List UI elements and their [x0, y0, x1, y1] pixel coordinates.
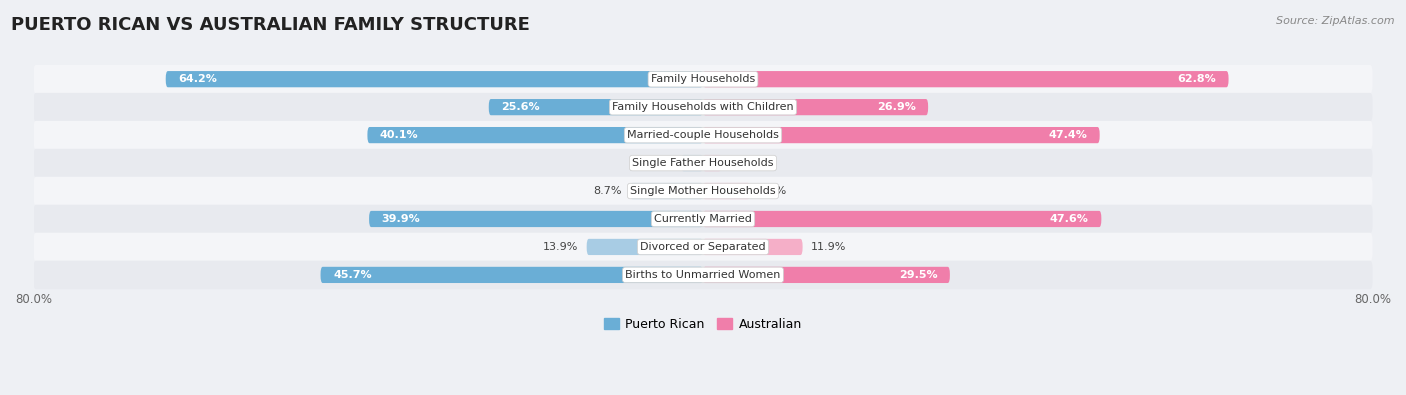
- Text: 8.7%: 8.7%: [593, 186, 621, 196]
- FancyBboxPatch shape: [703, 239, 803, 255]
- Legend: Puerto Rican, Australian: Puerto Rican, Australian: [599, 313, 807, 336]
- FancyBboxPatch shape: [34, 261, 1372, 289]
- Text: 2.6%: 2.6%: [644, 158, 673, 168]
- Text: 2.2%: 2.2%: [730, 158, 758, 168]
- Text: Single Father Households: Single Father Households: [633, 158, 773, 168]
- Text: 29.5%: 29.5%: [898, 270, 938, 280]
- FancyBboxPatch shape: [166, 71, 703, 87]
- FancyBboxPatch shape: [703, 267, 950, 283]
- Text: 13.9%: 13.9%: [543, 242, 578, 252]
- Text: 80.0%: 80.0%: [15, 293, 52, 306]
- FancyBboxPatch shape: [34, 149, 1372, 177]
- FancyBboxPatch shape: [630, 183, 703, 199]
- FancyBboxPatch shape: [34, 205, 1372, 233]
- Text: 64.2%: 64.2%: [179, 74, 217, 84]
- Text: Currently Married: Currently Married: [654, 214, 752, 224]
- Text: Source: ZipAtlas.com: Source: ZipAtlas.com: [1277, 16, 1395, 26]
- FancyBboxPatch shape: [321, 267, 703, 283]
- Text: 25.6%: 25.6%: [502, 102, 540, 112]
- Text: Births to Unmarried Women: Births to Unmarried Women: [626, 270, 780, 280]
- Text: 40.1%: 40.1%: [380, 130, 419, 140]
- Text: Divorced or Separated: Divorced or Separated: [640, 242, 766, 252]
- FancyBboxPatch shape: [34, 121, 1372, 149]
- Text: 47.6%: 47.6%: [1050, 214, 1088, 224]
- Text: 47.4%: 47.4%: [1049, 130, 1087, 140]
- Text: 45.7%: 45.7%: [333, 270, 371, 280]
- Text: 39.9%: 39.9%: [381, 214, 420, 224]
- FancyBboxPatch shape: [703, 127, 1099, 143]
- Text: Married-couple Households: Married-couple Households: [627, 130, 779, 140]
- FancyBboxPatch shape: [367, 127, 703, 143]
- FancyBboxPatch shape: [34, 65, 1372, 94]
- FancyBboxPatch shape: [703, 211, 1101, 227]
- FancyBboxPatch shape: [370, 211, 703, 227]
- FancyBboxPatch shape: [703, 71, 1229, 87]
- Text: Single Mother Households: Single Mother Households: [630, 186, 776, 196]
- FancyBboxPatch shape: [586, 239, 703, 255]
- FancyBboxPatch shape: [682, 155, 703, 171]
- FancyBboxPatch shape: [703, 99, 928, 115]
- Text: 80.0%: 80.0%: [1354, 293, 1391, 306]
- Text: 11.9%: 11.9%: [811, 242, 846, 252]
- FancyBboxPatch shape: [34, 233, 1372, 261]
- Text: 5.6%: 5.6%: [758, 186, 786, 196]
- Text: PUERTO RICAN VS AUSTRALIAN FAMILY STRUCTURE: PUERTO RICAN VS AUSTRALIAN FAMILY STRUCT…: [11, 16, 530, 34]
- FancyBboxPatch shape: [703, 155, 721, 171]
- FancyBboxPatch shape: [489, 99, 703, 115]
- Text: 26.9%: 26.9%: [877, 102, 915, 112]
- Text: Family Households with Children: Family Households with Children: [612, 102, 794, 112]
- Text: 62.8%: 62.8%: [1177, 74, 1216, 84]
- FancyBboxPatch shape: [34, 93, 1372, 121]
- FancyBboxPatch shape: [703, 183, 749, 199]
- FancyBboxPatch shape: [34, 177, 1372, 205]
- Text: Family Households: Family Households: [651, 74, 755, 84]
